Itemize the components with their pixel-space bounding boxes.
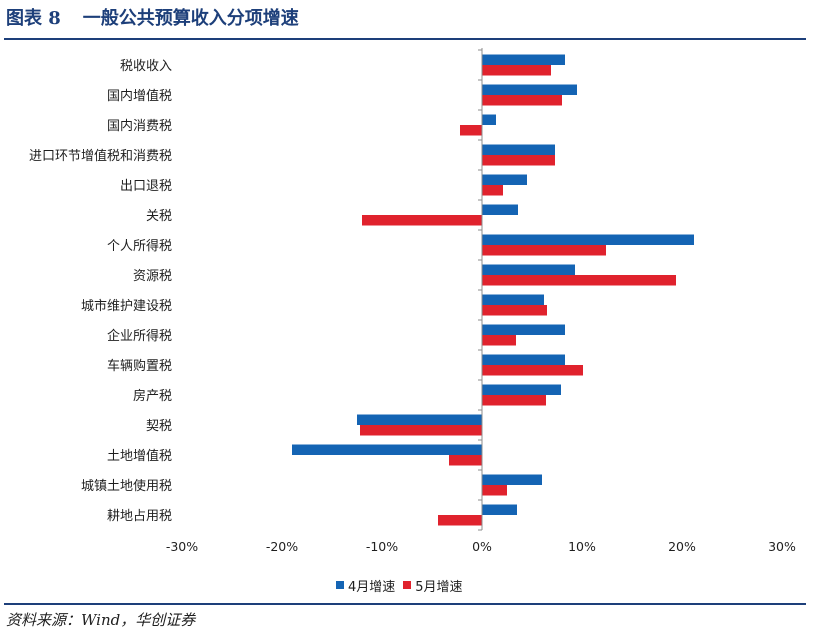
bar-apr	[482, 384, 561, 395]
category-label: 耕地占用税	[107, 508, 172, 524]
legend-item-apr: 4月增速	[336, 576, 395, 595]
figure-title: 一般公共预算收入分项增速	[82, 8, 299, 29]
bar-may	[482, 95, 562, 106]
bar-apr	[482, 84, 577, 95]
legend-swatch-apr	[336, 581, 344, 589]
bar-apr	[482, 114, 496, 125]
bar-may	[482, 155, 555, 166]
bar-may	[460, 125, 482, 136]
bar-may	[482, 65, 551, 76]
legend-item-may: 5月增速	[403, 576, 463, 595]
bar-apr	[482, 324, 565, 335]
bar-apr	[482, 474, 542, 485]
x-tick-label: 0%	[472, 539, 492, 554]
bar-apr	[482, 234, 694, 245]
bar-chart: 税收收入国内增值税国内消费税进口环节增值税和消费税出口退税关税个人所得税资源税城…	[29, 48, 796, 554]
legend: 4月增速 5月增速	[336, 575, 471, 595]
category-label: 资源税	[133, 269, 172, 284]
legend-label-apr: 4月增速	[348, 579, 396, 595]
category-label: 城镇土地使用税	[81, 478, 172, 494]
legend-swatch-may	[403, 581, 412, 589]
bar-apr	[482, 204, 518, 215]
x-tick-label: 20%	[668, 539, 696, 554]
category-label: 车辆购置税	[107, 358, 172, 374]
bar-may	[482, 185, 503, 196]
bar-may	[482, 245, 606, 256]
bar-apr	[482, 144, 555, 155]
x-tick-label: 10%	[568, 539, 596, 554]
x-tick-label: 30%	[768, 539, 796, 554]
category-label: 进口环节增值税和消费税	[29, 148, 172, 164]
category-label: 企业所得税	[107, 328, 172, 344]
category-label: 契税	[146, 419, 172, 434]
category-label: 城市维护建设税	[81, 298, 172, 314]
category-label: 房产税	[133, 388, 172, 404]
legend-label-may: 5月增速	[415, 579, 463, 595]
x-tick-label: -20%	[266, 539, 298, 554]
bar-may	[482, 335, 516, 346]
footer-divider	[4, 603, 806, 605]
bar-apr	[482, 354, 565, 365]
bar-apr	[482, 504, 517, 515]
bar-may	[482, 485, 507, 496]
category-label: 土地增值税	[107, 448, 172, 464]
bar-may	[482, 395, 546, 406]
bar-apr	[482, 294, 544, 305]
bar-may	[482, 365, 583, 376]
bar-may	[482, 305, 547, 316]
category-label: 税收收入	[120, 59, 172, 74]
category-label: 关税	[146, 209, 172, 224]
category-label: 国内消费税	[107, 118, 172, 134]
category-label: 个人所得税	[107, 238, 172, 254]
bar-apr	[482, 174, 527, 185]
bar-may	[362, 215, 482, 226]
bar-apr	[292, 444, 482, 455]
bar-may	[438, 515, 482, 526]
bar-may	[449, 455, 482, 466]
bar-apr	[482, 264, 575, 275]
bar-apr	[357, 414, 482, 425]
x-tick-label: -10%	[366, 539, 398, 554]
x-tick-label: -30%	[166, 539, 198, 554]
category-label: 出口退税	[120, 179, 172, 194]
figure-number: 图表 8	[6, 8, 61, 29]
bar-may	[482, 275, 676, 286]
category-label: 国内增值税	[107, 88, 172, 104]
chart-title: 图表 8 一般公共预算收入分项增速	[6, 4, 299, 34]
bar-apr	[482, 54, 565, 65]
source-note: 资料来源：Wind，华创证券	[6, 611, 196, 629]
title-divider	[4, 38, 806, 40]
bar-may	[360, 425, 482, 436]
